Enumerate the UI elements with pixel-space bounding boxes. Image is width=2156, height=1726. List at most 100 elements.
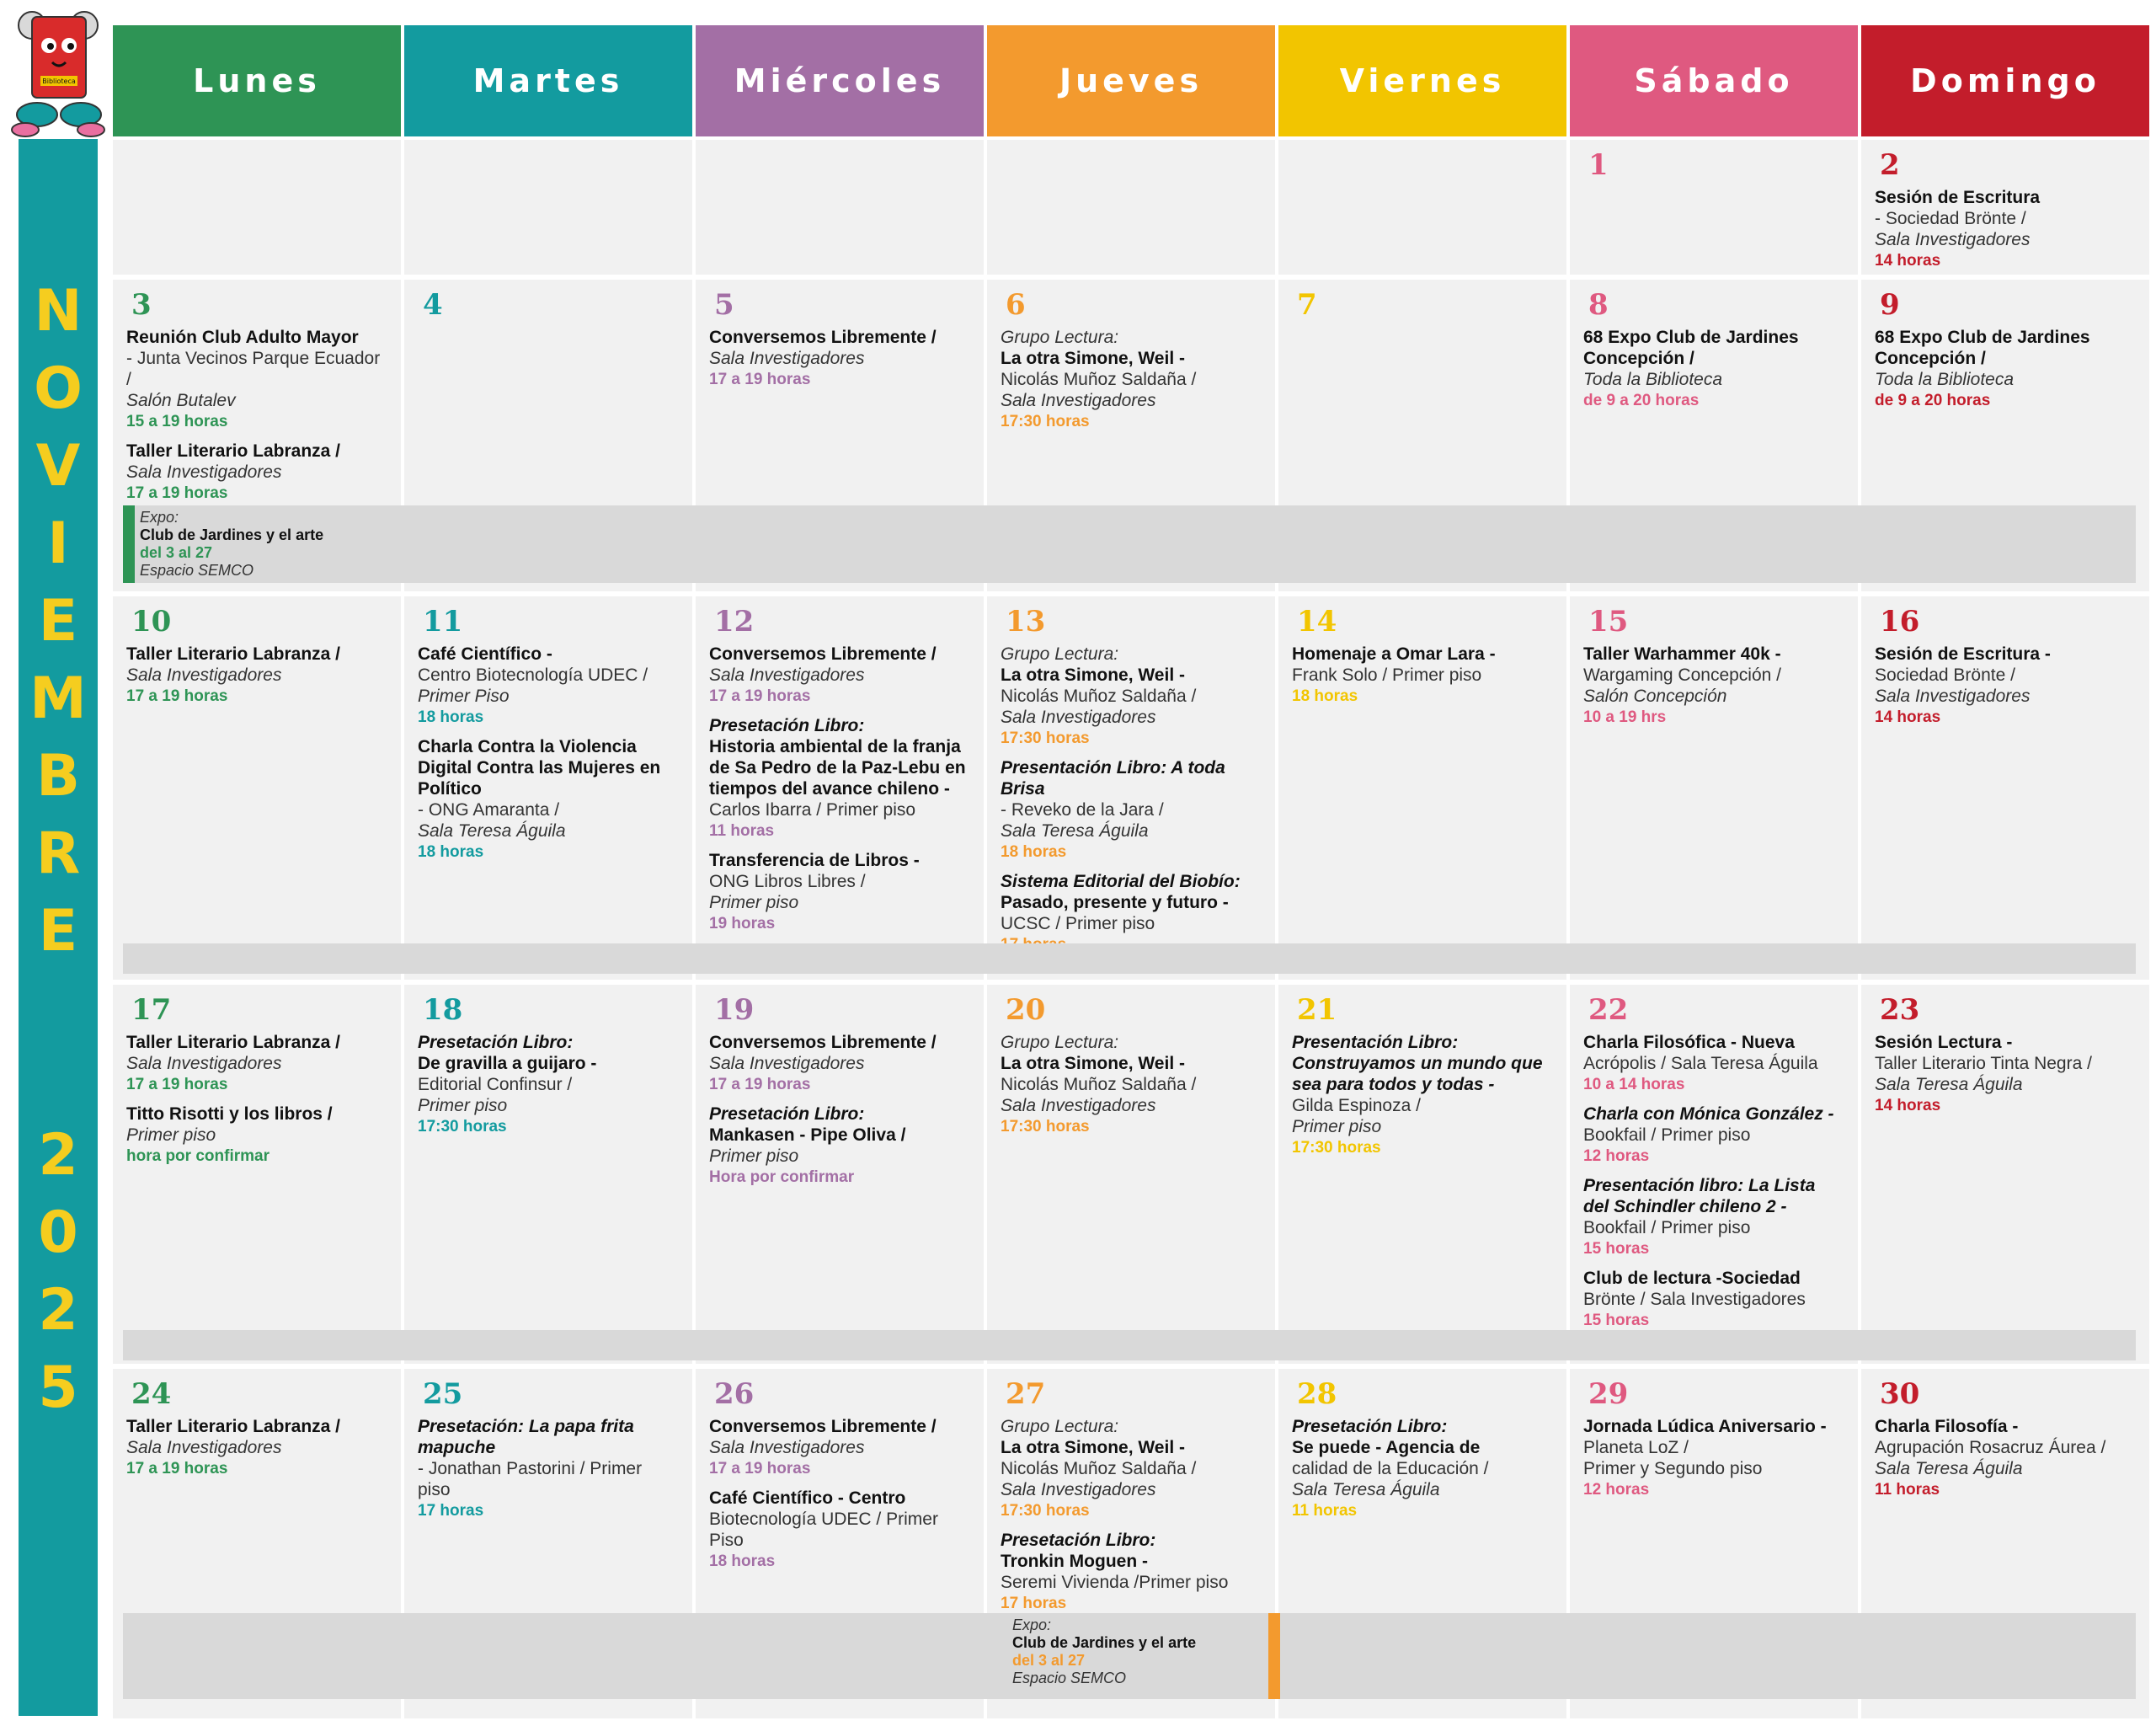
event: Taller Literario Labranza / Sala Investig… [126,441,387,504]
event-time: 14 horas [1875,708,1941,726]
expo-dates: del 3 al 27 [140,544,213,561]
event-line: Taller Literario Tinta Negra / [1875,1054,2092,1073]
day-number: 14 [1297,605,1337,639]
day-number: 22 [1588,993,1629,1027]
event-line: Wargaming Concepción / [1583,665,1781,685]
event-line: Centro Biotecnología UDEC / [418,665,648,685]
event: Presetación Libro: Mankasen - Pipe Oliva … [709,1103,970,1188]
day-number: 7 [1297,288,1317,322]
event: Café Científico - Centro Biotecnología UD… [418,644,679,728]
day-header-lunes: Lunes [113,25,401,136]
title-letter: E [38,588,78,655]
title-letter: 2 [38,1277,78,1344]
day-number: 4 [423,288,443,322]
mascot-book-icon: Biblioteca [11,11,105,137]
event-line: - Junta Vecinos Parque Ecuador / [126,349,381,389]
day-number: 8 [1588,288,1609,322]
event-line: Sala Teresa Águila [1292,1480,1440,1499]
event: Conversemos Libremente / Sala Investigado… [709,1032,970,1095]
event-line: Conversemos Libremente / [709,328,937,347]
event: Jornada Lúdica Aniversario - Planeta LoZ … [1583,1416,1844,1500]
event-line: De gravilla a guijaro - [418,1054,597,1073]
day-header-miercoles: Miércoles [696,25,984,136]
event: Charla Filosofía - Agrupación Rosacruz Áu… [1875,1416,2136,1500]
day-header-jueves: Jueves [987,25,1275,136]
event-line: Presetación Libro: [1292,1417,1448,1436]
event-time: 12 horas [1583,1147,1650,1165]
day-cell: 22 Charla Filosófica - Nueva Acrópolis / S… [1570,985,1858,1364]
title-letter: 5 [38,1355,78,1421]
event: Presentación Libro: A toda Brisa - Reveko… [1001,757,1262,863]
event-line: Pasado, presente y futuro - [1001,893,1229,912]
day-number: 13 [1006,605,1046,639]
event-line: Se puede - Agencia de [1292,1438,1481,1457]
day-number: 1 [1588,148,1609,182]
event-line: Sala Investigadores [709,665,865,685]
event: Taller Warhammer 40k - Wargaming Concepci… [1583,644,1844,728]
event-line: Taller Literario Labranza / [126,441,341,461]
event-time: 17 a 19 horas [126,1460,228,1478]
expo-bar [123,505,135,583]
event: Presetación Libro: Tronkin Moguen - Seremi… [1001,1530,1262,1614]
event-time: 17:30 horas [1001,1118,1090,1136]
event-line: Sala Investigadores [1001,1096,1156,1115]
event-time: 10 a 14 horas [1583,1076,1685,1093]
event-line: Presentación Libro: A toda Brisa [1001,758,1225,799]
title-letter: O [34,355,83,422]
event: Charla con Mónica González - Bookfail / P… [1583,1103,1844,1167]
event: Presentación libro: La Lista del Schindl… [1583,1175,1844,1259]
event-line: Brönte / Sala Investigadores [1583,1290,1806,1309]
event-line: Primer Piso [418,687,510,706]
title-letter: B [36,743,80,810]
event-time: 18 horas [418,843,484,861]
event-line: Sala Investigadores [709,349,865,368]
event-line: Sala Investigadores [709,1054,865,1073]
event: Titto Risotti y los libros / Primer piso h… [126,1103,387,1167]
event-time: 17 a 19 horas [709,371,811,388]
event-line: Salón Concepción [1583,687,1727,706]
day-cell: 11 Café Científico - Centro Biotecnología … [404,596,692,980]
event: Sesión de Escritura - Sociedad Brönte / Sa… [1875,187,2136,271]
event-line: Charla Filosofía - [1875,1417,2019,1436]
expo-label: Expo: [140,509,179,526]
expo-place: Espacio SEMCO [1012,1670,1127,1686]
expo-note: Expo: Club de Jardines y el arte del 3 al … [123,505,401,583]
event-time: 17:30 horas [1001,729,1090,747]
event-line: UCSC / Primer piso [1001,914,1155,933]
svg-text:Biblioteca: Biblioteca [42,77,76,85]
event: Club de lectura -Sociedad Brönte / Sala I… [1583,1268,1844,1331]
event-line: Bookfail / Primer piso [1583,1125,1751,1145]
event: Grupo Lectura: La otra Simone, Weil - Nico… [1001,1416,1262,1521]
event-line: Club de lectura -Sociedad [1583,1269,1801,1288]
expo-dates: del 3 al 27 [1012,1652,1086,1669]
day-number: 28 [1297,1377,1337,1411]
event-time: 11 horas [1292,1502,1358,1520]
event: Presetación Libro: De gravilla a guijaro … [418,1032,679,1137]
event-line: Charla Filosófica - Nueva [1583,1033,1795,1052]
event-line: Sala Teresa Águila [418,821,566,841]
title-letter: R [35,820,81,887]
event-line: Presetación Libro: [709,1104,865,1124]
event-line: Primer piso [709,893,799,912]
event-line: Carlos Ibarra / Primer piso [709,800,916,820]
title-letter: 0 [38,1200,78,1266]
day-number: 27 [1006,1377,1046,1411]
day-cell: 16 Sesión de Escritura - Sociedad Brönte /… [1861,596,2149,980]
event-line: La otra Simone, Weil - [1001,1054,1185,1073]
event-line: Charla con Mónica González - [1583,1104,1834,1124]
title-letter: E [38,898,78,965]
event-line: Taller Literario Labranza / [126,1417,341,1436]
event-line: Primer piso [709,1146,799,1166]
event-line: Editorial Confinsur / [418,1075,573,1094]
event-line: Sala Teresa Águila [1875,1075,2023,1094]
event-time: 15 horas [1583,1240,1650,1258]
event-line: Construyamos un mundo que sea para todos… [1292,1054,1543,1094]
day-number: 23 [1880,993,1920,1027]
event-line: Homenaje a Omar Lara - [1292,644,1496,664]
event: Transferencia de Libros - ONG Libros Libr… [709,850,970,934]
expo-bar [1268,1613,1280,1699]
event-time: 17 a 19 horas [126,687,228,705]
event-time: 17 horas [1001,1595,1067,1612]
event-line: calidad de la Educación / [1292,1459,1489,1478]
event-time: 18 horas [1292,687,1358,705]
